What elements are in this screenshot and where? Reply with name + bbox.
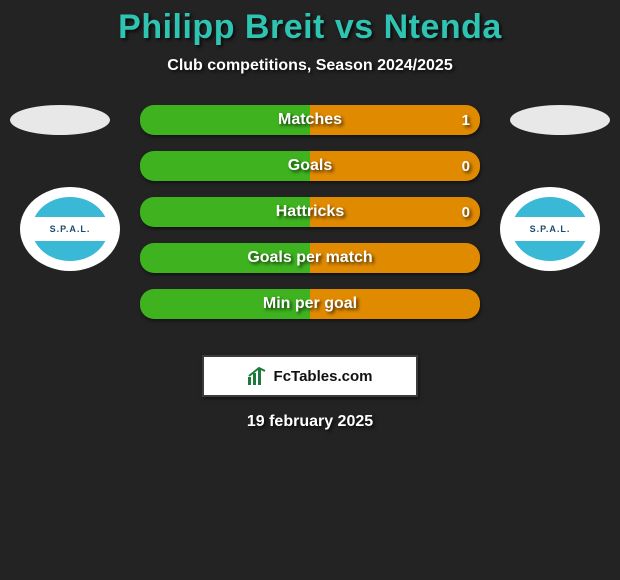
snapshot-date: 19 february 2025 <box>0 413 620 431</box>
comparison-card: Philipp Breit vs Ntenda Club competition… <box>0 0 620 580</box>
vs-separator: vs <box>335 8 374 46</box>
stat-bar: Hattricks0 <box>140 197 480 227</box>
stats-area: S.P.A.L. S.P.A.L. Matches1Goals0Hattrick… <box>0 105 620 345</box>
player-left-name: Philipp Breit <box>118 8 325 46</box>
player-right-flag <box>510 105 610 135</box>
page-title: Philipp Breit vs Ntenda <box>0 0 620 47</box>
subtitle: Club competitions, Season 2024/2025 <box>0 57 620 75</box>
stat-label: Goals per match <box>140 249 480 267</box>
badge-text: S.P.A.L. <box>512 217 588 241</box>
stat-label: Hattricks <box>140 203 480 221</box>
stat-bar: Min per goal <box>140 289 480 319</box>
stat-bars: Matches1Goals0Hattricks0Goals per matchM… <box>140 105 480 335</box>
player-right-name: Ntenda <box>384 8 502 46</box>
stat-bar: Goals per match <box>140 243 480 273</box>
player-left-club-badge: S.P.A.L. <box>20 187 120 271</box>
stat-bar: Matches1 <box>140 105 480 135</box>
stat-bar: Goals0 <box>140 151 480 181</box>
stat-value-right: 0 <box>462 197 470 227</box>
watermark-box: FcTables.com <box>202 355 418 397</box>
badge-text: S.P.A.L. <box>32 217 108 241</box>
stat-label: Min per goal <box>140 295 480 313</box>
stat-label: Goals <box>140 157 480 175</box>
watermark-text: FcTables.com <box>274 368 373 385</box>
stat-value-right: 0 <box>462 151 470 181</box>
player-left-flag <box>10 105 110 135</box>
stat-value-right: 1 <box>462 105 470 135</box>
stat-label: Matches <box>140 111 480 129</box>
player-right-club-badge: S.P.A.L. <box>500 187 600 271</box>
chart-icon <box>248 367 268 385</box>
